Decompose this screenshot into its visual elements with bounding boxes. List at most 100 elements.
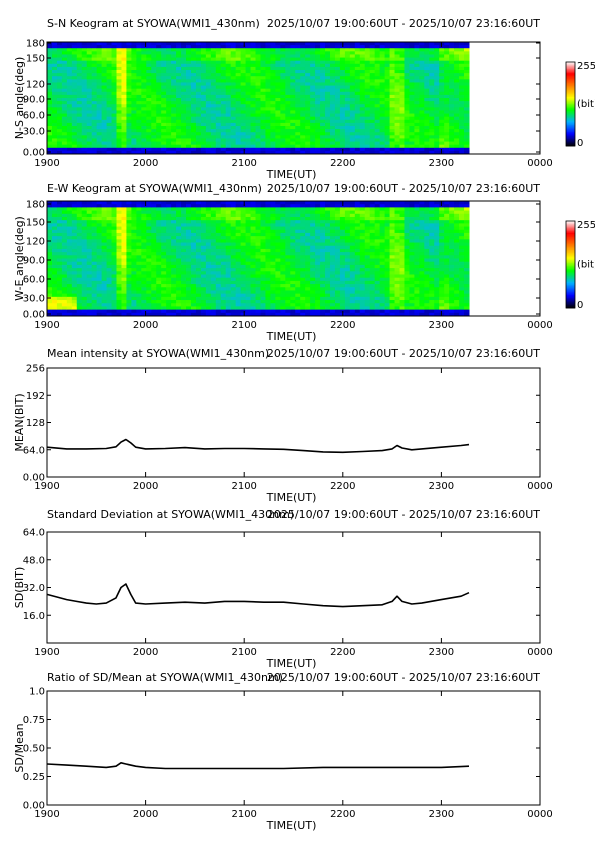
keogram-cell xyxy=(305,138,311,143)
keogram-cell xyxy=(51,113,58,118)
keogram-cell xyxy=(141,73,147,77)
keogram-cell xyxy=(176,85,182,90)
keogram-cell xyxy=(121,213,127,218)
keogram-cell xyxy=(419,150,425,155)
keogram-cell xyxy=(240,66,247,71)
keogram-cell xyxy=(235,104,242,108)
keogram-cell xyxy=(141,252,147,256)
keogram-cell xyxy=(56,116,63,121)
keogram-cell xyxy=(151,85,157,90)
keogram-cell xyxy=(171,216,177,221)
keogram-cell xyxy=(305,113,311,118)
keogram-cell xyxy=(205,242,212,247)
keogram-cell xyxy=(245,94,252,99)
keogram-cell xyxy=(121,54,127,59)
keogram-cell xyxy=(210,98,217,102)
keogram-cell xyxy=(220,213,227,218)
keogram-cell xyxy=(464,132,470,136)
keogram-cell xyxy=(71,48,78,52)
keogram-cell xyxy=(205,312,212,317)
keogram-cell xyxy=(329,132,336,136)
keogram-cell xyxy=(116,255,122,259)
keogram-cell xyxy=(71,42,78,46)
keogram-cell xyxy=(186,129,192,133)
keogram-cell xyxy=(176,210,182,215)
keogram-cell xyxy=(101,60,108,65)
keogram-cell xyxy=(250,201,257,205)
keogram-cell xyxy=(290,216,296,221)
keogram-cell xyxy=(270,252,276,256)
keogram-cell xyxy=(290,296,296,301)
keogram-cell xyxy=(106,45,113,49)
keogram-cell xyxy=(111,306,117,311)
keogram-cell xyxy=(280,287,286,291)
keogram-cell xyxy=(56,296,63,301)
keogram-cell xyxy=(250,126,257,130)
keogram-cell xyxy=(245,85,252,90)
keogram-cell xyxy=(71,277,78,282)
keogram-cell xyxy=(71,113,78,118)
keogram-cell xyxy=(176,76,182,80)
keogram-cell xyxy=(265,229,271,234)
keogram-cell xyxy=(464,150,470,155)
keogram-cell xyxy=(374,91,381,96)
keogram-cell xyxy=(215,290,222,295)
keogram-cell xyxy=(47,144,53,149)
keogram-cell xyxy=(260,85,266,90)
keogram-cell xyxy=(136,60,142,65)
keogram-cell xyxy=(186,239,192,244)
keogram-cell xyxy=(235,261,242,266)
keogram-cell xyxy=(205,45,212,49)
keogram-cell xyxy=(101,312,108,317)
keogram-cell xyxy=(205,271,212,275)
keogram-cell xyxy=(290,82,296,87)
keogram-cell xyxy=(190,223,197,228)
keogram-cell xyxy=(315,150,321,155)
keogram-cell xyxy=(399,110,405,115)
keogram-cell xyxy=(315,51,321,55)
keogram-cell xyxy=(47,57,53,62)
keogram-cell xyxy=(230,226,237,231)
keogram-cell xyxy=(205,48,212,52)
keogram-cell xyxy=(161,280,167,285)
keogram-cell xyxy=(116,70,122,74)
keogram-cell xyxy=(161,150,167,155)
keogram-cell xyxy=(250,141,257,146)
keogram-cell xyxy=(131,287,137,291)
keogram-cell xyxy=(364,113,371,118)
keogram-cell xyxy=(220,126,227,130)
keogram-cell xyxy=(364,126,371,130)
keogram-cell xyxy=(186,147,192,152)
keogram-cell xyxy=(354,85,361,90)
keogram-cell xyxy=(106,312,113,317)
keogram-cell xyxy=(245,57,252,62)
keogram-cell xyxy=(295,245,301,250)
keogram-cell xyxy=(106,48,113,52)
keogram-cell xyxy=(141,296,147,301)
keogram-cell xyxy=(81,287,88,291)
keogram-cell xyxy=(329,51,336,55)
keogram-cell xyxy=(210,70,217,74)
keogram-cell xyxy=(235,268,242,272)
keogram-cell xyxy=(325,54,331,59)
keogram-cell xyxy=(240,107,247,111)
keogram-cell xyxy=(320,98,326,102)
keogram-cell xyxy=(414,129,420,133)
keogram-cell xyxy=(464,85,470,90)
keogram-cell xyxy=(240,255,247,259)
keogram-cell xyxy=(71,296,78,301)
keogram-cell xyxy=(320,144,326,149)
keogram-cell xyxy=(200,226,207,231)
keogram-cell xyxy=(151,141,157,146)
keogram-cell xyxy=(51,141,58,146)
keogram-cell xyxy=(91,60,98,65)
keogram-cell xyxy=(111,284,117,288)
keogram-cell xyxy=(136,258,142,263)
keogram-cell xyxy=(171,239,177,244)
keogram-cell xyxy=(275,98,281,102)
keogram-cell xyxy=(186,42,192,46)
keogram-cell xyxy=(255,147,261,152)
keogram-cell xyxy=(339,57,346,62)
keogram-cell xyxy=(190,300,197,304)
keogram-cell xyxy=(86,236,93,240)
